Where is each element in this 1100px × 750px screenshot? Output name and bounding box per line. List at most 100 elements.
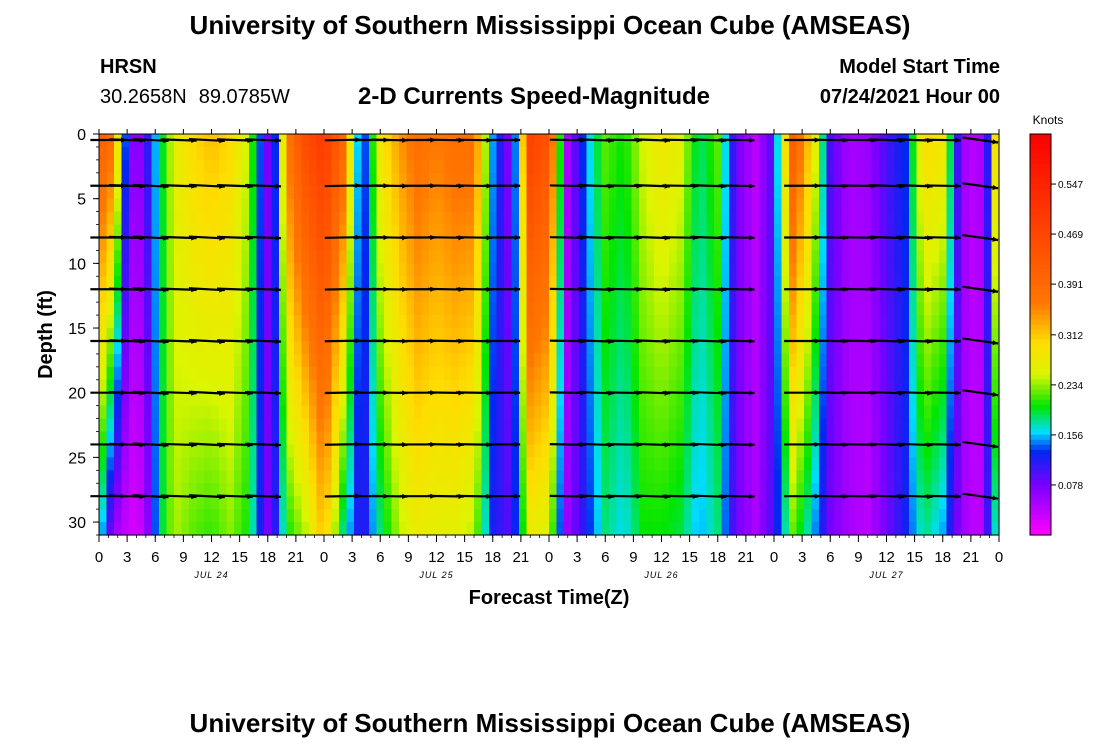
- heatmap-cell: [571, 185, 580, 200]
- heatmap-cell: [601, 457, 610, 471]
- heatmap-cell: [99, 289, 108, 303]
- heatmap-cell: [796, 483, 805, 497]
- heatmap-cell: [646, 366, 655, 381]
- heatmap-cell: [631, 457, 640, 471]
- heatmap-cell: [211, 328, 220, 342]
- heatmap-cell: [526, 496, 535, 510]
- heatmap-cell: [309, 444, 318, 458]
- heatmap-cell: [346, 328, 355, 342]
- heatmap-cell: [916, 198, 925, 213]
- heatmap-cell: [496, 444, 505, 458]
- heatmap-cell: [586, 457, 595, 471]
- heatmap-cell: [579, 263, 588, 277]
- heatmap-cell: [556, 172, 565, 187]
- heatmap-cell: [309, 198, 318, 213]
- heatmap-cell: [744, 444, 753, 458]
- heatmap-cell: [504, 509, 513, 523]
- current-vector: [962, 136, 999, 144]
- heatmap-cell: [159, 522, 168, 536]
- heatmap-cell: [489, 250, 498, 264]
- colorbar-segment: [1030, 199, 1051, 205]
- heatmap-cell: [646, 302, 655, 316]
- heatmap-cell: [946, 457, 955, 471]
- heatmap-cell: [166, 392, 175, 407]
- heatmap-cell: [564, 198, 573, 213]
- heatmap-cell: [106, 366, 115, 381]
- heatmap-cell: [901, 431, 910, 446]
- heatmap-cell: [699, 263, 708, 277]
- heatmap-cell: [151, 159, 160, 174]
- heatmap-cell: [421, 237, 430, 252]
- heatmap-cell: [879, 392, 888, 407]
- heatmap-cell: [691, 250, 700, 264]
- heatmap-cell: [886, 198, 895, 213]
- heatmap-cell: [804, 159, 813, 174]
- heatmap-cell: [226, 198, 235, 213]
- heatmap-cell: [384, 172, 393, 187]
- heatmap-cell: [474, 470, 483, 484]
- heatmap-cell: [796, 405, 805, 420]
- heatmap-cell: [714, 159, 723, 174]
- heatmap-cell: [789, 315, 798, 329]
- heatmap-cell: [976, 353, 985, 368]
- heatmap-cell: [916, 315, 925, 329]
- heatmap-cell: [406, 289, 415, 303]
- heatmap-cell: [324, 340, 333, 355]
- heatmap-cell: [916, 457, 925, 471]
- heatmap-cell: [954, 444, 963, 458]
- heatmap-cell: [616, 392, 625, 407]
- heatmap-cell: [459, 328, 468, 342]
- heatmap-cell: [504, 405, 513, 420]
- heatmap-cell: [556, 159, 565, 174]
- heatmap-cell: [489, 185, 498, 200]
- heatmap-cell: [954, 211, 963, 226]
- heatmap-cell: [706, 509, 715, 523]
- heatmap-cell: [706, 159, 715, 174]
- heatmap-cell: [661, 211, 670, 226]
- heatmap-cell: [264, 340, 273, 355]
- heatmap-cell: [264, 289, 273, 303]
- heatmap-cell: [916, 276, 925, 290]
- heatmap-cell: [789, 172, 798, 187]
- heatmap-cell: [99, 353, 108, 368]
- heatmap-cell: [676, 237, 685, 252]
- heatmap-cell: [114, 237, 123, 252]
- heatmap-cell: [879, 315, 888, 329]
- heatmap-cell: [976, 379, 985, 394]
- heatmap-cell: [826, 392, 835, 407]
- heatmap-cell: [354, 159, 363, 174]
- heatmap-cell: [661, 276, 670, 290]
- heatmap-cell: [631, 146, 640, 161]
- heatmap-cell: [346, 444, 355, 458]
- heatmap-cell: [901, 496, 910, 510]
- heatmap-cell: [781, 444, 790, 458]
- heatmap-cell: [256, 185, 265, 200]
- heatmap-cell: [976, 198, 985, 213]
- heatmap-cell: [579, 418, 588, 433]
- heatmap-cell: [714, 509, 723, 523]
- heatmap-cell: [961, 302, 970, 316]
- heatmap-cell: [384, 159, 393, 174]
- heatmap-cell: [954, 328, 963, 342]
- heatmap-cell: [369, 509, 378, 523]
- heatmap-cell: [916, 496, 925, 510]
- heatmap-cell: [924, 457, 933, 471]
- heatmap-cell: [721, 172, 730, 187]
- heatmap-cell: [384, 224, 393, 239]
- colorbar-tick-label: 0.078: [1058, 481, 1083, 492]
- heatmap-cell: [564, 172, 573, 187]
- heatmap-cell: [189, 418, 198, 433]
- model-start-value: 07/24/2021 Hour 00: [819, 86, 1000, 108]
- heatmap-cell: [961, 134, 970, 148]
- heatmap-cell: [871, 483, 880, 497]
- heatmap-cell: [526, 146, 535, 161]
- heatmap-cell: [391, 496, 400, 510]
- heatmap-cell: [759, 185, 768, 200]
- heatmap-cell: [354, 224, 363, 239]
- heatmap-cell: [879, 159, 888, 174]
- heatmap-cell: [106, 470, 115, 484]
- heatmap-cell: [714, 289, 723, 303]
- heatmap-cell: [616, 483, 625, 497]
- heatmap-cell: [939, 522, 948, 536]
- heatmap-cell: [579, 237, 588, 252]
